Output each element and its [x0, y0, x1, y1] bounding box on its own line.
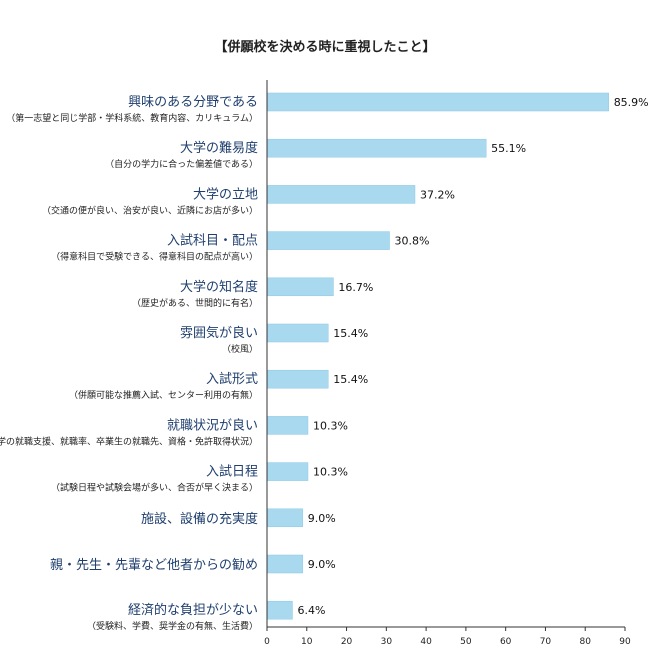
bar [266, 462, 309, 481]
chart-title: 【併願校を決める時に重視したこと】 [214, 39, 435, 55]
value-label: 10.3% [313, 419, 348, 432]
value-label: 16.7% [338, 281, 373, 294]
bar [266, 508, 304, 528]
category-sublabel: （交通の便が良い、治安が良い、近隣にお店が多い） [42, 204, 258, 216]
bars-group: 興味のある分野である （第一志望と同じ学部・学科系統、教育内容、カリキュラム） 85… [0, 92, 649, 632]
x-tick-label: 80 [579, 637, 591, 647]
bar [266, 231, 390, 250]
x-axis: 0 10 20 30 40 50 60 70 80 90 [264, 80, 631, 647]
bar [266, 416, 309, 435]
category-sublabel: （大学の就職支援、就職率、卒業生の就職先、資格・免許取得状況） [0, 435, 258, 447]
category-label: 雰囲気が良い [180, 325, 258, 341]
category-label: 入試日程 [206, 464, 258, 480]
bar [266, 277, 334, 297]
category-label: 入試科目・配点 [167, 233, 258, 249]
value-label: 10.3% [313, 466, 348, 479]
category-sublabel: （自分の学力に合った偏差値である） [105, 158, 258, 170]
category-sublabel: （歴史がある、世間的に有名） [132, 297, 258, 309]
category-sublabel: （併願可能な推薦入試、センター利用の有無） [69, 389, 258, 401]
category-label: 就職状況が良い [167, 417, 258, 433]
category-sublabel: （校風） [222, 343, 258, 355]
category-label: 興味のある分野である [128, 95, 258, 110]
x-tick-label: 30 [381, 637, 393, 647]
bar [266, 323, 329, 343]
category-label: 親・先生・先輩など他者からの勧め [50, 557, 258, 573]
value-label: 9.0% [308, 558, 336, 571]
value-label: 85.9% [614, 96, 649, 109]
value-label: 30.8% [395, 235, 430, 248]
bar [266, 138, 487, 158]
category-sublabel: （受験料、学費、奨学金の有無、生活費） [87, 620, 258, 632]
value-label: 15.4% [333, 327, 368, 340]
x-tick-label: 50 [460, 637, 472, 647]
value-label: 6.4% [297, 604, 325, 617]
value-label: 55.1% [491, 142, 526, 155]
category-sublabel: （第一志望と同じ学部・学科系統、教育内容、カリキュラム） [6, 112, 258, 124]
category-sublabel: （試験日程や試験会場が多い、合否が早く決まる） [51, 482, 258, 494]
category-label: 大学の立地 [193, 186, 258, 202]
x-tick-label: 10 [301, 637, 313, 647]
category-label: 大学の難易度 [180, 140, 258, 156]
category-label: 施設、設備の充実度 [141, 511, 258, 527]
x-tick-label: 90 [619, 637, 631, 647]
value-label: 9.0% [308, 512, 336, 525]
bar [266, 185, 416, 204]
bar [266, 600, 293, 620]
x-tick-label: 70 [540, 637, 552, 647]
category-sublabel: （得意科目で受験できる、得意科目の配点が高い） [51, 251, 258, 263]
category-label: 大学の知名度 [180, 279, 258, 295]
value-label: 15.4% [333, 373, 368, 386]
x-tick-label: 40 [420, 637, 432, 647]
bar [266, 369, 329, 389]
bar [266, 92, 609, 112]
bar [266, 554, 304, 574]
x-tick-label: 20 [341, 637, 353, 647]
x-tick-label: 0 [264, 637, 270, 647]
value-label: 37.2% [420, 188, 455, 201]
category-label: 経済的な負担が少ない [128, 602, 258, 618]
x-tick-label: 60 [500, 637, 512, 647]
category-label: 入試形式 [206, 371, 258, 387]
